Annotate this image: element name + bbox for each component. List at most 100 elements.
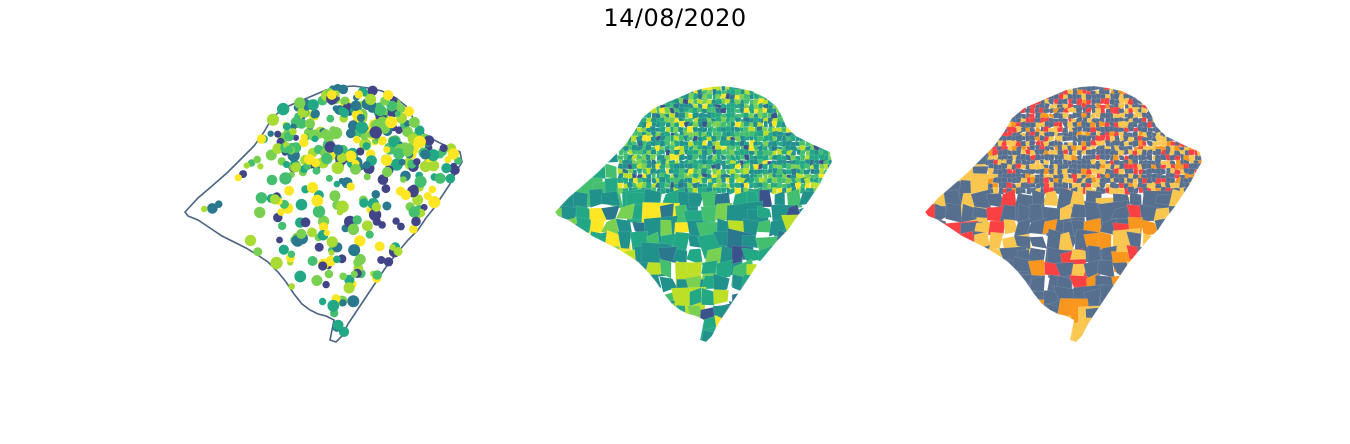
municipality-region [559,263,575,277]
municipality-point [365,93,377,105]
municipality-region [804,92,812,100]
municipality-point [353,258,362,267]
municipality-point [382,201,392,211]
municipality-region [800,303,816,322]
municipality-category-region [1110,288,1132,307]
municipality-region [796,249,817,261]
municipality-region [663,86,672,87]
municipality-category-region [993,126,1000,134]
municipality-point [350,163,361,175]
municipality-region [618,344,635,363]
municipality-category-region [1034,86,1042,87]
municipality-category-region [971,300,992,320]
municipality-category-region [1029,236,1048,249]
municipality-category-region [948,246,963,266]
municipality-point [389,244,396,251]
municipality-category-region [1147,93,1155,101]
municipality-region [775,86,785,91]
municipality-category-region [1173,106,1182,115]
municipality-category-region [1015,86,1022,87]
municipality-category-region [1188,106,1196,114]
municipality-region [602,317,620,336]
municipality-category-region [1041,344,1061,361]
municipality-category-region [948,289,959,303]
municipality-point [284,185,295,196]
municipality-category-region [970,244,991,265]
municipality-region [616,116,623,125]
municipality-point [312,205,326,218]
municipality-point [352,215,362,225]
municipality-region [826,139,832,148]
municipality-region [838,80,844,86]
municipality-category-region [925,259,933,277]
municipality-category-region [1166,232,1182,248]
municipality-category-region [1112,302,1130,322]
municipality-point [344,150,357,163]
municipality-category-region [1071,99,1078,105]
municipality-region [688,86,695,87]
municipality-category-region [989,302,1001,319]
municipality-category-region [1117,97,1126,106]
municipality-region [801,325,832,342]
municipality-region [587,161,606,179]
municipality-region [769,344,785,361]
municipality-category-region [929,274,949,291]
municipality-category-region [1001,107,1009,115]
municipality-region [827,79,834,85]
municipality-region [659,86,667,87]
municipality-category-region [1155,108,1163,115]
municipality-region [796,284,832,323]
municipality-region [569,86,600,110]
municipality-region [837,122,844,127]
municipality-region [771,187,777,195]
municipality-category-region [964,274,991,307]
municipality-region [797,232,816,250]
municipality-region [561,134,579,152]
municipality-region [791,98,798,105]
municipality-region [826,135,832,142]
municipality-category-region [1029,93,1037,100]
municipality-region [707,148,714,157]
municipality-region [706,159,714,166]
municipality-category-region [1166,130,1172,138]
municipality-point [445,173,456,184]
municipality-point [338,326,350,337]
municipality-region [734,167,742,174]
municipality-region [617,88,624,97]
municipality-region [780,88,788,97]
municipality-category-region [974,221,991,233]
municipality-category-region [1164,107,1172,115]
municipality-region [799,98,806,106]
municipality-region [660,219,673,237]
municipality-region [827,177,832,185]
municipality-category-region [1056,86,1065,91]
municipality-region [726,86,733,87]
municipality-category-region [1196,117,1202,125]
municipality-category-region [943,146,963,163]
municipality-region [673,86,681,92]
municipality-category-region [987,90,994,96]
municipality-category-region [1007,80,1013,85]
municipality-region [711,86,719,87]
municipality-category-region [1117,149,1126,158]
municipality-category-region [1057,86,1065,87]
municipality-region [831,181,832,189]
municipality-category-region [1187,88,1196,97]
municipality-category-region [1202,95,1208,100]
municipality-region [804,131,812,139]
municipality-category-region [1024,90,1031,97]
municipality-region [784,117,793,123]
municipality-region [686,125,694,134]
municipality-point [362,220,373,232]
municipality-category-region [1047,135,1054,143]
municipality-region [642,86,649,87]
municipality-category-region [1204,163,1209,169]
municipality-category-region [1196,244,1202,263]
municipality-region [776,94,784,101]
municipality-region [628,97,635,106]
municipality-point [400,189,411,201]
municipality-point [331,161,344,175]
municipality-region [800,92,807,101]
municipality-region [826,86,832,93]
municipality-region [756,86,765,92]
